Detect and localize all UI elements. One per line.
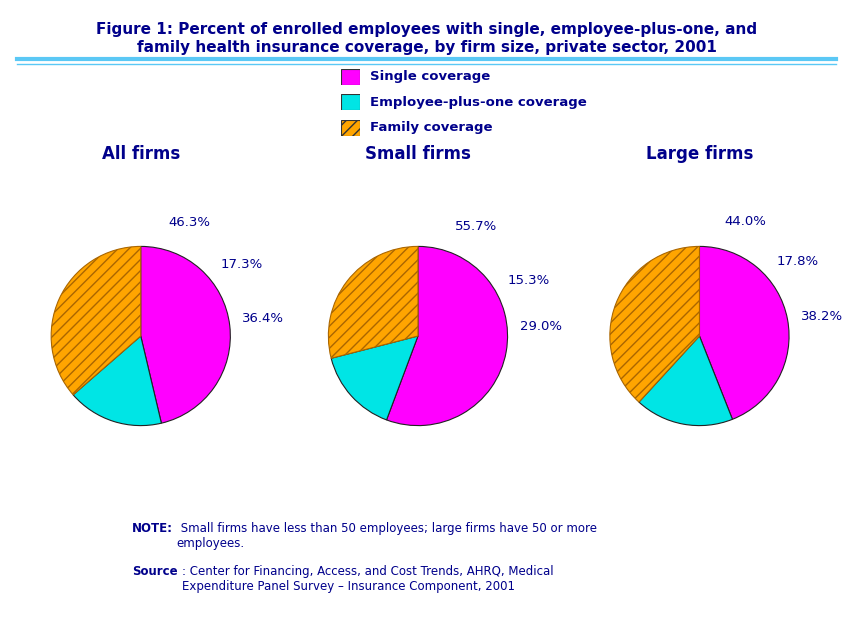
- Text: family health insurance coverage, by firm size, private sector, 2001: family health insurance coverage, by fir…: [136, 40, 716, 54]
- Wedge shape: [609, 246, 699, 402]
- Text: Large firms: Large firms: [645, 145, 752, 163]
- Text: Source: Source: [132, 565, 177, 578]
- Text: Figure 1: Percent of enrolled employees with single, employee-plus-one, and: Figure 1: Percent of enrolled employees …: [95, 22, 757, 37]
- Wedge shape: [51, 246, 141, 395]
- Wedge shape: [141, 246, 230, 423]
- Wedge shape: [73, 336, 161, 426]
- Text: 29.0%: 29.0%: [520, 320, 561, 333]
- Text: 55.7%: 55.7%: [454, 220, 496, 233]
- Text: Single coverage: Single coverage: [370, 70, 490, 83]
- Text: 46.3%: 46.3%: [168, 216, 210, 229]
- Wedge shape: [699, 246, 788, 419]
- Text: Small firms: Small firms: [365, 145, 470, 163]
- Text: All firms: All firms: [101, 145, 180, 163]
- Wedge shape: [638, 336, 732, 426]
- Wedge shape: [386, 246, 507, 426]
- Text: Family coverage: Family coverage: [370, 122, 492, 134]
- Wedge shape: [328, 246, 417, 358]
- Text: NOTE:: NOTE:: [132, 522, 173, 534]
- Text: 44.0%: 44.0%: [724, 215, 766, 228]
- Text: Employee-plus-one coverage: Employee-plus-one coverage: [370, 96, 586, 109]
- Text: 17.8%: 17.8%: [776, 255, 818, 268]
- Text: 15.3%: 15.3%: [507, 274, 549, 287]
- Text: 36.4%: 36.4%: [242, 312, 284, 325]
- Text: 17.3%: 17.3%: [221, 259, 262, 271]
- Text: : Center for Financing, Access, and Cost Trends, AHRQ, Medical
Expenditure Panel: : Center for Financing, Access, and Cost…: [181, 565, 553, 593]
- Text: Small firms have less than 50 employees; large firms have 50 or more
employees.: Small firms have less than 50 employees;…: [176, 522, 596, 550]
- Wedge shape: [331, 336, 417, 420]
- Text: 38.2%: 38.2%: [799, 310, 842, 323]
